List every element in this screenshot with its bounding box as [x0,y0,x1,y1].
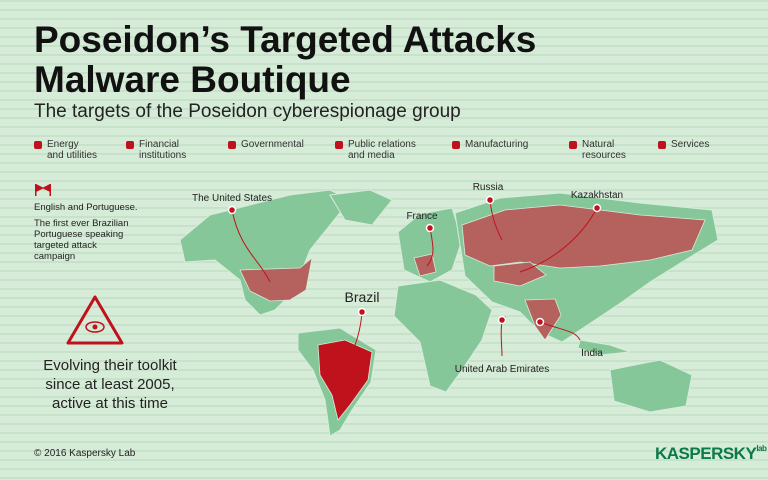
legend-item: Governmental [228,139,304,150]
logo-text: KASPERSKY [655,444,757,463]
pin-lines [231,199,598,373]
legend-item: Services [658,139,709,150]
pin [357,307,367,317]
copyright: © 2016 Kaspersky Lab [34,448,136,459]
toolkit-note: Evolving their toolkit since at least 20… [43,357,177,412]
pin [497,315,507,325]
pin-line [519,207,598,273]
indonesia [577,339,631,356]
pin-line [500,319,503,357]
warning-icon [66,295,124,345]
pin-line [489,199,503,241]
greenland [329,189,393,226]
pins [227,195,602,327]
title-line: Poseidon’s Targeted Attacks [34,19,537,60]
legend-item: Public relations and media [335,139,416,161]
pin [535,317,545,327]
brazil [317,339,373,421]
flags-icon [35,184,51,196]
note-description: The first ever Brazilian Portuguese spea… [34,218,129,262]
title: Poseidon’s Targeted Attacks Malware Bouti… [34,20,536,100]
africa [393,279,493,393]
country-label: Brazil [344,289,379,305]
usa [239,256,313,302]
pin-line [231,209,271,283]
country-label: Russia [473,182,504,193]
country-label: United Arab Emirates [455,364,550,375]
logo: KASPERSKYlab [655,444,767,464]
country-label: France [406,211,438,222]
australia [609,359,693,413]
legend-item: Energy and utilities [34,139,97,161]
legend-item: Natural resources [569,139,626,161]
pin [592,203,602,213]
subtitle: The targets of the Poseidon cyberespiona… [34,101,461,122]
country-label: India [581,348,603,359]
kazakhstan [493,261,547,287]
country-label: Kazakhstan [571,190,623,201]
note-languages: English and Portuguese. [34,202,138,213]
europe [397,207,463,283]
pin-line [539,321,581,341]
legend-item: Financial institutions [126,139,186,161]
logo-suffix: lab [756,444,767,453]
country-label: The United States [192,193,272,204]
pin [425,223,435,233]
pin [227,205,237,215]
pin [485,195,495,205]
legend-item: Manufacturing [452,139,528,150]
title-line: Malware Boutique [34,59,351,100]
pin-line [344,311,363,373]
russia [461,204,706,269]
